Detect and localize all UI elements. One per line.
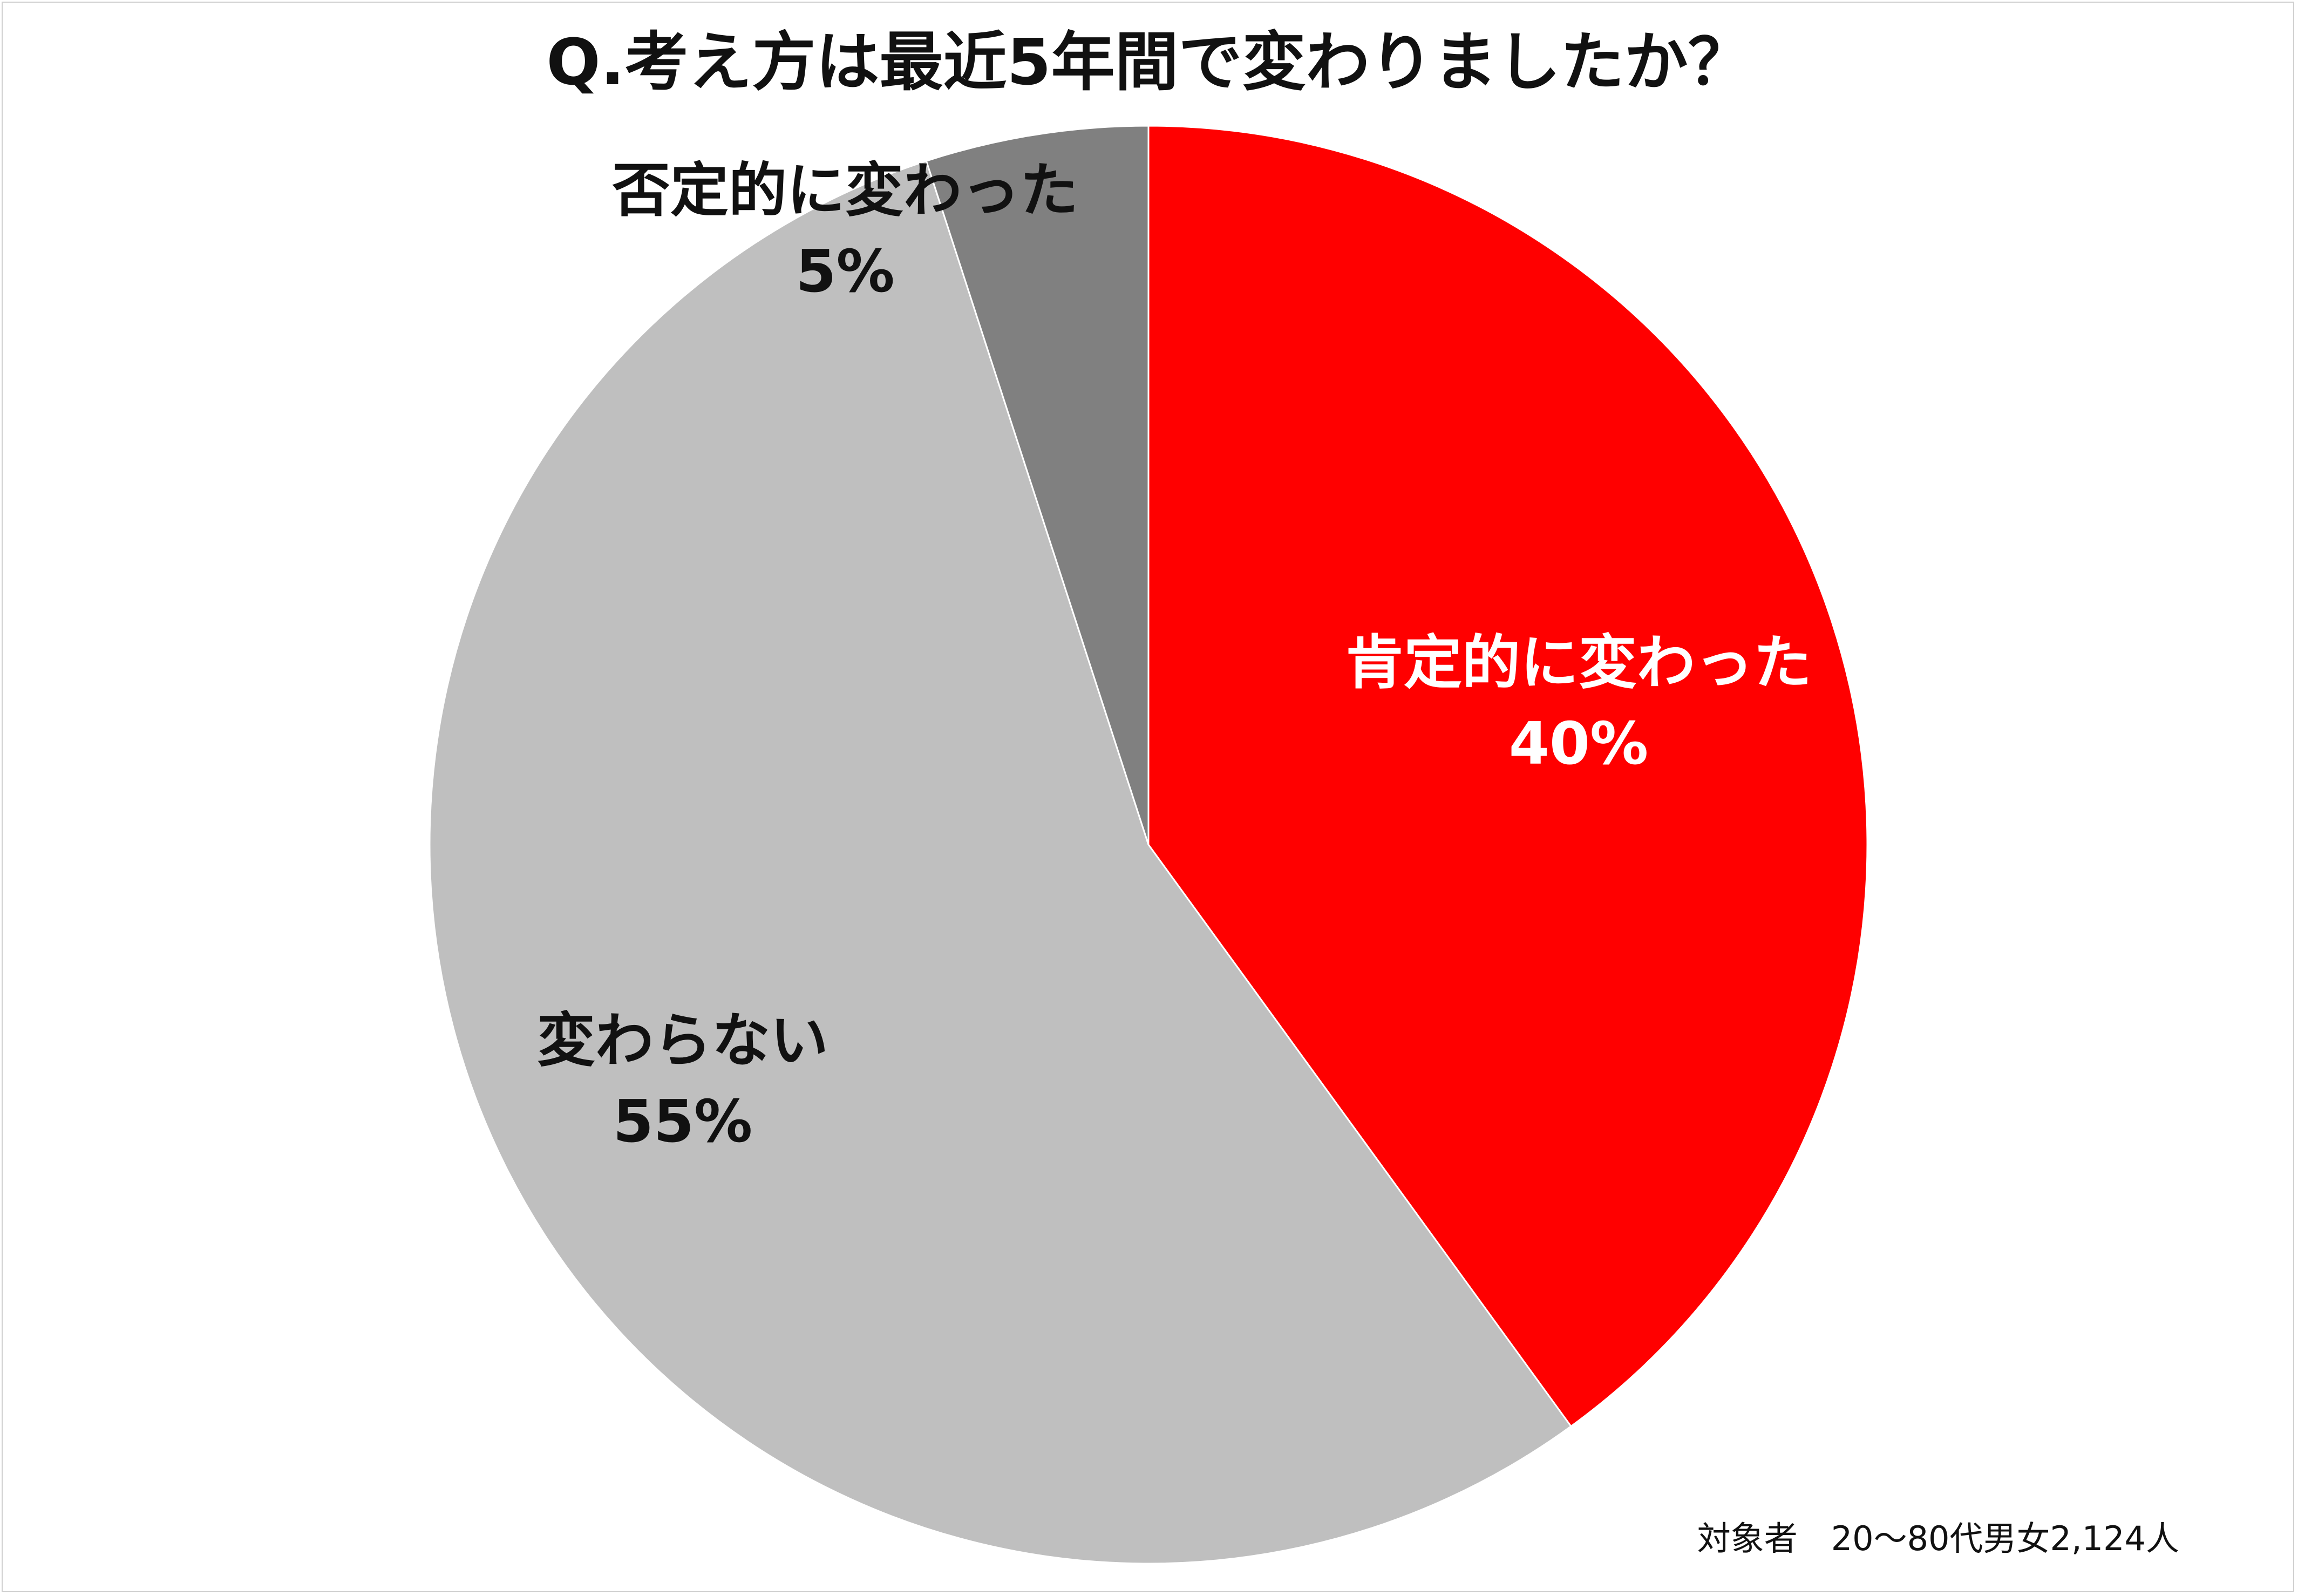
slice-label-unchanged: 変わらない — [537, 1007, 828, 1075]
slice-label-positive: 肯定的に変わった — [1345, 629, 1812, 697]
pie-slice-unchanged — [429, 160, 1573, 1565]
chart-title: Q.考え方は最近5年間で変わりましたか？ — [546, 25, 1752, 99]
sample-note: 対象者 20～80代男女2,124人 — [1697, 1519, 2179, 1558]
slice-value-negative: 5% — [796, 238, 894, 305]
slice-label-negative: 否定的に変わった — [612, 157, 1078, 225]
slice-value-unchanged: 55% — [613, 1088, 753, 1156]
pie-slice-positive — [1147, 125, 1868, 1428]
pie-slice-negative — [925, 125, 1150, 845]
slice-value-positive: 40% — [1509, 710, 1649, 778]
